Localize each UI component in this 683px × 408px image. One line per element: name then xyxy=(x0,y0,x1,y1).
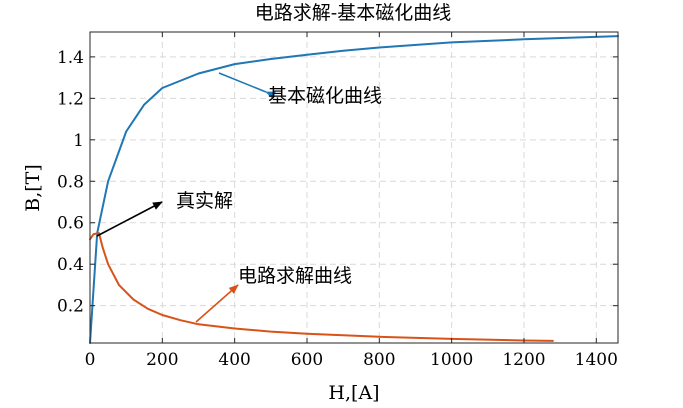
x-tick-label: 200 xyxy=(146,350,178,370)
series-line-magnetization xyxy=(89,35,619,344)
annotation-arrow-magnetization xyxy=(218,72,276,100)
annotations: 基本磁化曲线 真实解 电路求解曲线 xyxy=(96,72,382,323)
x-tick-label: 1400 xyxy=(575,350,618,370)
x-tick-label: 1200 xyxy=(502,350,545,370)
y-tick-label: 0.8 xyxy=(57,172,84,192)
annotation-label-magnetization: 基本磁化曲线 xyxy=(268,85,382,107)
y-tick-label: 0.4 xyxy=(57,255,84,275)
y-tick-label: 0.6 xyxy=(57,214,84,234)
x-tick-label: 800 xyxy=(363,350,395,370)
y-tick-label: 1.4 xyxy=(57,48,84,68)
annotation-label-circuit-solution: 电路求解曲线 xyxy=(238,265,352,287)
y-axis-label: B,[T] xyxy=(22,164,44,212)
x-tick-label: 600 xyxy=(291,350,323,370)
x-tick-label: 400 xyxy=(218,350,250,370)
series-group xyxy=(89,35,619,344)
y-tick-label: 1.2 xyxy=(57,89,84,109)
x-tick-label: 0 xyxy=(85,350,96,370)
annotation-arrow-true-solution xyxy=(96,201,163,237)
annotation-label-true-solution: 真实解 xyxy=(176,190,233,212)
annotation-arrow-circuit-solution xyxy=(195,284,239,323)
grid xyxy=(90,32,618,343)
series-line-circuit-solution xyxy=(89,232,554,342)
axis-ticks: 0 200 400 600 800 1000 1200 1400 0.2 0.4 0.6 0.8 1 1.… xyxy=(57,32,618,370)
x-axis-label: H,[A] xyxy=(328,382,379,404)
y-tick-label: 1 xyxy=(73,131,84,151)
chart-title: 电路求解-基本磁化曲线 xyxy=(255,2,451,24)
plot-frame xyxy=(89,31,619,344)
y-tick-label: 0.2 xyxy=(57,297,84,317)
x-tick-label: 1000 xyxy=(430,350,473,370)
